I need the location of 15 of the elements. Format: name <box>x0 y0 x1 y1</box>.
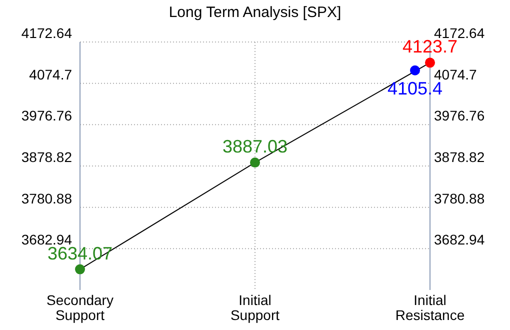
y-tick-label: 4074.7 <box>29 66 72 82</box>
y2-tick-label: 3682.94 <box>434 232 485 248</box>
chart-title: Long Term Analysis [SPX] <box>168 4 342 21</box>
y-tick-label: 3878.82 <box>21 149 72 165</box>
y2-tick-label: 3878.82 <box>434 149 485 165</box>
y2-tick-label: 3976.76 <box>434 108 485 124</box>
y-tick-label: 3780.88 <box>21 190 72 206</box>
x-tick-label: Initial Support <box>230 292 280 323</box>
y-tick-label: 3682.94 <box>21 232 72 248</box>
x-tick-label: Secondary Support <box>46 292 114 323</box>
y-tick-label: 3976.76 <box>21 108 72 124</box>
data-label: 3887.03 <box>222 136 288 157</box>
y-tick-label: 4172.64 <box>21 25 72 41</box>
x-tick-label: Initial Resistance <box>395 292 465 323</box>
y2-tick-label: 3780.88 <box>434 190 485 206</box>
